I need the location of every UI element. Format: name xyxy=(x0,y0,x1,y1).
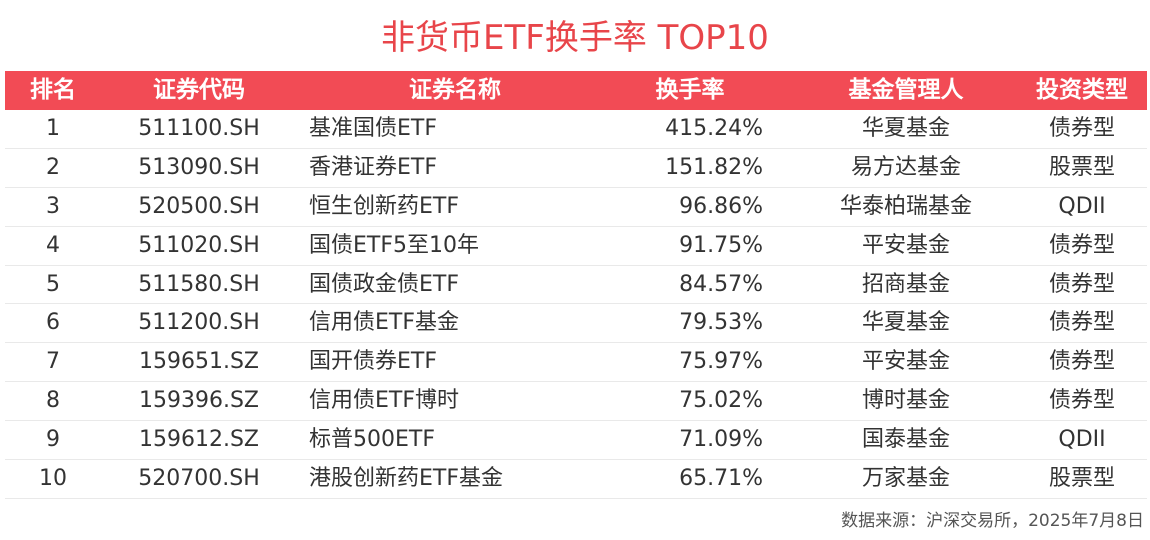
cell-rank: 10 xyxy=(39,466,67,492)
cell-type: 股票型 xyxy=(1048,466,1115,492)
table-row: 6 511200.SH 信用债ETF基金 79.53% 华夏基金 债券型 xyxy=(5,304,1147,344)
cell-type: 债券型 xyxy=(1048,116,1115,141)
cell-turnover: 75.02% xyxy=(679,388,763,414)
header-rank: 排名 xyxy=(30,77,76,103)
cell-rank: 6 xyxy=(46,310,60,336)
cell-turnover: 79.53% xyxy=(679,310,763,336)
cell-turnover: 65.71% xyxy=(679,466,763,492)
cell-code: 159396.SZ xyxy=(138,388,259,414)
table-row: 1 511100.SH 基准国债ETF 415.24% 华夏基金 债券型 xyxy=(5,110,1147,149)
cell-code: 520700.SH xyxy=(138,466,260,492)
cell-manager: 华夏基金 xyxy=(861,310,950,336)
table-row: 5 511580.SH 国债政金债ETF 84.57% 招商基金 债券型 xyxy=(5,266,1147,305)
cell-type: 股票型 xyxy=(1048,154,1115,180)
cell-rank: 4 xyxy=(46,232,60,258)
cell-code: 520500.SH xyxy=(138,193,260,219)
cell-turnover: 71.09% xyxy=(679,427,763,453)
cell-type: 债券型 xyxy=(1048,310,1115,336)
cell-code: 511580.SH xyxy=(138,271,260,297)
cell-code: 511100.SH xyxy=(138,116,260,141)
cell-code: 513090.SH xyxy=(138,154,260,180)
cell-code: 511200.SH xyxy=(138,310,260,336)
header-type: 投资类型 xyxy=(1036,77,1128,103)
cell-rank: 7 xyxy=(46,349,60,375)
cell-turnover: 75.97% xyxy=(679,349,763,375)
cell-rank: 3 xyxy=(46,193,60,219)
header-manager: 基金管理人 xyxy=(848,77,964,103)
table-header: 排名 证券代码 证券名称 换手率 基金管理人 投资类型 xyxy=(5,71,1147,110)
cell-turnover: 151.82% xyxy=(665,154,763,180)
cell-type: 债券型 xyxy=(1048,271,1115,297)
cell-rank: 9 xyxy=(46,427,60,453)
header-turnover: 换手率 xyxy=(655,77,725,103)
cell-rank: 2 xyxy=(46,154,60,180)
cell-name: 信用债ETF博时 xyxy=(309,388,459,414)
table-row: 3 520500.SH 恒生创新药ETF 96.86% 华泰柏瑞基金 QDII xyxy=(5,188,1147,227)
cell-name: 国开债券ETF xyxy=(309,349,437,375)
cell-type: 债券型 xyxy=(1048,232,1115,258)
cell-rank: 8 xyxy=(46,388,60,414)
header-code: 证券代码 xyxy=(153,77,245,103)
cell-manager: 华夏基金 xyxy=(861,116,950,141)
cell-manager: 博时基金 xyxy=(861,388,950,414)
cell-name: 国债政金债ETF xyxy=(309,271,459,297)
table-row: 2 513090.SH 香港证券ETF 151.82% 易方达基金 股票型 xyxy=(5,149,1147,188)
table-row: 4 511020.SH 国债ETF5至10年 91.75% 平安基金 债券型 xyxy=(5,227,1147,266)
cell-turnover: 91.75% xyxy=(679,232,763,258)
cell-turnover: 415.24% xyxy=(665,116,763,141)
table-row: 8 159396.SZ 信用债ETF博时 75.02% 博时基金 债券型 xyxy=(5,382,1147,422)
cell-name: 香港证券ETF xyxy=(309,154,437,180)
cell-manager: 平安基金 xyxy=(861,349,950,375)
cell-type: QDII xyxy=(1058,193,1106,219)
header-name: 证券名称 xyxy=(409,77,501,103)
cell-manager: 招商基金 xyxy=(861,271,950,297)
table-row: 9 159612.SZ 标普500ETF 71.09% 国泰基金 QDII xyxy=(5,421,1147,461)
cell-code: 159612.SZ xyxy=(138,427,259,453)
cell-turnover: 84.57% xyxy=(679,271,763,297)
cell-name: 恒生创新药ETF xyxy=(309,193,459,219)
cell-turnover: 96.86% xyxy=(679,193,763,219)
cell-code: 511020.SH xyxy=(138,232,260,258)
cell-rank: 5 xyxy=(46,271,60,297)
cell-rank: 1 xyxy=(46,116,60,141)
data-source-note: 数据来源：沪深交易所，2025年7月8日 xyxy=(841,511,1144,531)
page-title: 非货币ETF换手率 TOP10 xyxy=(381,18,769,58)
cell-manager: 万家基金 xyxy=(861,466,950,492)
table-row: 7 159651.SZ 国开债券ETF 75.97% 平安基金 债券型 xyxy=(5,343,1147,383)
cell-name: 信用债ETF基金 xyxy=(309,310,459,336)
cell-type: 债券型 xyxy=(1048,388,1115,414)
table-body: 1 511100.SH 基准国债ETF 415.24% 华夏基金 债券型 2 5… xyxy=(5,110,1147,499)
table-row: 10 520700.SH 港股创新药ETF基金 65.71% 万家基金 股票型 xyxy=(5,460,1147,499)
cell-name: 国债ETF5至10年 xyxy=(309,232,479,258)
cell-type: 债券型 xyxy=(1048,349,1115,375)
cell-name: 基准国债ETF xyxy=(309,116,437,141)
cell-manager: 平安基金 xyxy=(861,232,950,258)
cell-manager: 国泰基金 xyxy=(861,427,950,453)
cell-code: 159651.SZ xyxy=(138,349,259,375)
cell-name: 港股创新药ETF基金 xyxy=(309,466,503,492)
cell-manager: 易方达基金 xyxy=(850,154,961,180)
cell-name: 标普500ETF xyxy=(309,427,435,453)
cell-manager: 华泰柏瑞基金 xyxy=(839,193,972,219)
cell-type: QDII xyxy=(1058,427,1106,453)
